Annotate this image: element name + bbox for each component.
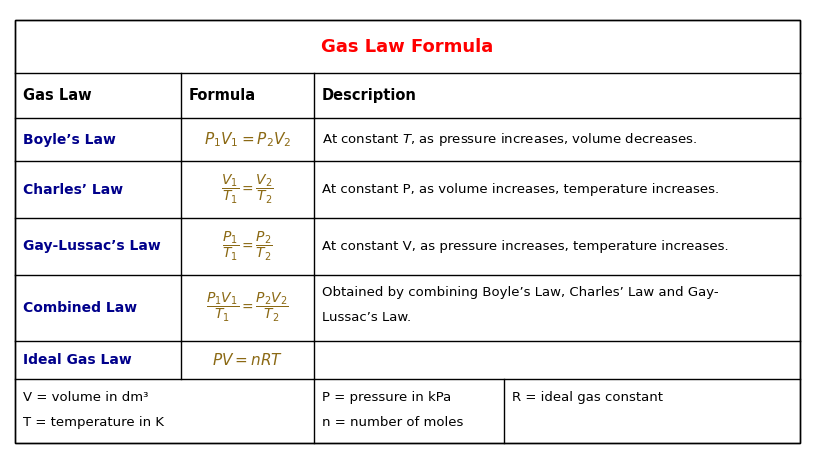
Text: At constant P, as volume increases, temperature increases.: At constant P, as volume increases, temp… — [322, 183, 719, 196]
Text: Lussac’s Law.: Lussac’s Law. — [322, 311, 411, 324]
Text: Charles’ Law: Charles’ Law — [23, 183, 123, 197]
Text: $\dfrac{\mathit{P}_1}{\mathit{T}_1} = \dfrac{\mathit{P}_2}{\mathit{T}_2}$: $\dfrac{\mathit{P}_1}{\mathit{T}_1} = \d… — [222, 230, 273, 263]
Text: P = pressure in kPa: P = pressure in kPa — [322, 391, 452, 404]
Text: Combined Law: Combined Law — [23, 301, 137, 315]
Text: Gay-Lussac’s Law: Gay-Lussac’s Law — [23, 239, 161, 253]
Text: Description: Description — [322, 88, 416, 103]
Text: n = number of moles: n = number of moles — [322, 416, 463, 429]
Text: Boyle’s Law: Boyle’s Law — [23, 133, 116, 147]
Text: Obtained by combining Boyle’s Law, Charles’ Law and Gay-: Obtained by combining Boyle’s Law, Charl… — [322, 286, 719, 299]
Text: T = temperature in K: T = temperature in K — [23, 416, 164, 429]
Text: $\dfrac{\mathit{V}_1}{\mathit{T}_1} = \dfrac{\mathit{V}_2}{\mathit{T}_2}$: $\dfrac{\mathit{V}_1}{\mathit{T}_1} = \d… — [221, 173, 274, 206]
Text: At constant V, as pressure increases, temperature increases.: At constant V, as pressure increases, te… — [322, 240, 729, 253]
Text: Formula: Formula — [189, 88, 256, 103]
Text: Ideal Gas Law: Ideal Gas Law — [23, 353, 131, 367]
Text: R = ideal gas constant: R = ideal gas constant — [512, 391, 663, 404]
Text: Gas Law Formula: Gas Law Formula — [321, 38, 494, 55]
Text: V = volume in dm³: V = volume in dm³ — [23, 391, 148, 404]
Text: $\mathit{PV} = n\mathit{RT}$: $\mathit{PV} = n\mathit{RT}$ — [212, 352, 283, 368]
Text: At constant $\mathit{T}$, as pressure increases, volume decreases.: At constant $\mathit{T}$, as pressure in… — [322, 131, 697, 148]
Text: $\dfrac{\mathit{P}_1\mathit{V}_1}{\mathit{T}_1} = \dfrac{\mathit{P}_2\mathit{V}_: $\dfrac{\mathit{P}_1\mathit{V}_1}{\mathi… — [206, 291, 289, 324]
Text: $\mathit{P}_1\mathit{V}_1 = \mathit{P}_2\mathit{V}_2$: $\mathit{P}_1\mathit{V}_1 = \mathit{P}_2… — [204, 130, 291, 149]
Text: Gas Law: Gas Law — [23, 88, 91, 103]
